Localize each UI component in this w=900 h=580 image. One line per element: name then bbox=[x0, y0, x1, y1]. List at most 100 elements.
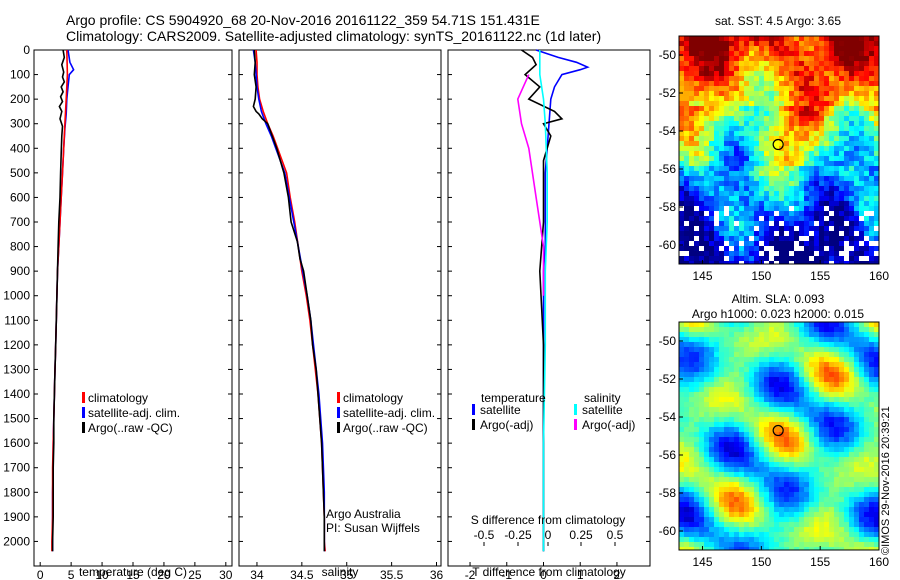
temperature-series-2 bbox=[51, 49, 66, 552]
temperature-xlabel: temperature (deg C) bbox=[79, 565, 187, 579]
temperature-xtick-label: 30 bbox=[219, 568, 233, 580]
salinity-diff-tick-label: -0.5 bbox=[474, 528, 495, 542]
depth-tick-label: 800 bbox=[10, 240, 30, 254]
sla-map-frame bbox=[678, 321, 880, 551]
sla-map-ytick-label: -60 bbox=[659, 524, 677, 538]
temperature-xtick-label: 20 bbox=[157, 568, 171, 580]
depth-tick-label: 1800 bbox=[3, 485, 30, 499]
temperature-xtick-label: 25 bbox=[188, 568, 202, 580]
difference-xlabel: T difference from climatology bbox=[472, 565, 626, 579]
sst-map-xtick-label: 155 bbox=[810, 269, 830, 283]
difference-series-3 bbox=[516, 74, 545, 296]
salinity-legend-label: satellite-adj. clim. bbox=[343, 406, 435, 420]
sla-map-ytick-label: -58 bbox=[659, 486, 677, 500]
depth-tick-label: 1600 bbox=[3, 436, 30, 450]
difference-xtick-label: 0 bbox=[540, 568, 547, 580]
sst-map-argo-marker bbox=[772, 138, 784, 151]
sal-legend-swatch bbox=[574, 419, 577, 430]
salinity-diff-tick-label: -0.25 bbox=[504, 528, 532, 542]
temperature-legend-label: Argo(..raw -QC) bbox=[88, 421, 173, 435]
sla-map-argo-marker bbox=[772, 424, 784, 437]
sla-map-ytick-label: -52 bbox=[659, 372, 677, 386]
sla-map-subtitle: Argo h1000: 0.023 h2000: 0.015 bbox=[692, 307, 864, 321]
depth-tick-label: 1000 bbox=[3, 289, 30, 303]
salinity-xtick-label: 36 bbox=[430, 568, 444, 580]
sla-map-ytick-label: -54 bbox=[659, 410, 677, 424]
argo-australia-label: Argo Australia bbox=[326, 507, 401, 521]
salinity-diff-tick-label: 0.5 bbox=[607, 528, 624, 542]
depth-tick-label: 1700 bbox=[3, 461, 30, 475]
temperature-xtick-label: 5 bbox=[68, 568, 75, 580]
figure-title-line2: Climatology: CARS2009. Satellite-adjuste… bbox=[66, 28, 602, 44]
sla-map-xtick-label: 155 bbox=[810, 555, 830, 569]
difference-xtick-label: 1 bbox=[577, 568, 584, 580]
salinity-xtick-label: 34 bbox=[250, 568, 264, 580]
sst-map-field bbox=[679, 36, 879, 264]
temp-legend-swatch bbox=[472, 404, 475, 415]
sst-map-ytick-label: -54 bbox=[659, 124, 677, 138]
sst-map-ytick-label: -52 bbox=[659, 86, 677, 100]
temp-legend-label: satellite bbox=[480, 403, 521, 417]
depth-tick-label: 300 bbox=[10, 117, 30, 131]
difference-xtick-label: 2 bbox=[614, 568, 621, 580]
temp-legend-label: Argo(-adj) bbox=[480, 418, 533, 432]
difference-series-1 bbox=[521, 49, 564, 552]
salinity-series-2 bbox=[252, 49, 326, 552]
sla-map-title: Altim. SLA: 0.093 bbox=[732, 292, 825, 306]
temperature-xtick-label: 15 bbox=[126, 568, 140, 580]
depth-tick-label: 1300 bbox=[3, 362, 30, 376]
salinity-legend-swatch bbox=[337, 392, 340, 403]
sst-map-xtick-label: 150 bbox=[751, 269, 771, 283]
temperature-legend-label: satellite-adj. clim. bbox=[88, 406, 180, 420]
salinity-xtick-label: 34.5 bbox=[290, 568, 314, 580]
depth-tick-label: 600 bbox=[10, 190, 30, 204]
salinity-diff-axis-label: S difference from climatology bbox=[471, 513, 626, 527]
depth-tick-label: 100 bbox=[10, 68, 30, 82]
sst-map-ytick-label: -60 bbox=[659, 238, 677, 252]
sal-legend-label: Argo(-adj) bbox=[582, 418, 635, 432]
temperature-plot-frame bbox=[33, 49, 233, 567]
salinity-diff-tick-label: 0.25 bbox=[569, 528, 593, 542]
depth-tick-label: 200 bbox=[10, 92, 30, 106]
pi-label: PI: Susan Wijffels bbox=[326, 521, 420, 535]
depth-tick-label: 1200 bbox=[3, 338, 30, 352]
salinity-legend-swatch bbox=[337, 422, 340, 433]
difference-series-2 bbox=[538, 50, 549, 552]
salinity-diff-tick-label: 0 bbox=[545, 528, 552, 542]
sst-map-frame bbox=[678, 35, 880, 265]
salinity-legend-label: climatology bbox=[343, 391, 403, 405]
depth-tick-label: 400 bbox=[10, 141, 30, 155]
depth-tick-label: 0 bbox=[23, 43, 30, 57]
sst-map-xtick-label: 145 bbox=[693, 269, 713, 283]
sst-map-ytick-label: -50 bbox=[659, 48, 677, 62]
depth-tick-label: 700 bbox=[10, 215, 30, 229]
salinity-xlabel: salinity bbox=[322, 565, 359, 579]
sal-legend-swatch bbox=[574, 404, 577, 415]
sla-map-xtick-label: 150 bbox=[751, 555, 771, 569]
temperature-legend-swatch bbox=[82, 392, 85, 403]
depth-tick-label: 900 bbox=[10, 264, 30, 278]
figure-title-line1: Argo profile: CS 5904920_68 20-Nov-2016 … bbox=[66, 12, 540, 28]
sla-map-xtick-label: 160 bbox=[869, 555, 889, 569]
depth-tick-label: 1400 bbox=[3, 387, 30, 401]
temperature-legend-swatch bbox=[82, 407, 85, 418]
temp-legend-swatch bbox=[472, 419, 475, 430]
imos-credit: ©IMOS 29-Nov-2016 20:39:21 bbox=[880, 406, 892, 555]
difference-plot-frame bbox=[447, 49, 651, 567]
depth-tick-label: 500 bbox=[10, 166, 30, 180]
sal-legend-title: salinity bbox=[584, 391, 621, 405]
sla-map-xtick-label: 145 bbox=[693, 555, 713, 569]
temperature-legend-swatch bbox=[82, 422, 85, 433]
sal-legend-label: satellite bbox=[582, 403, 623, 417]
salinity-xtick-label: 35 bbox=[340, 568, 354, 580]
temperature-legend-label: climatology bbox=[88, 391, 148, 405]
temp-legend-title: temperature bbox=[481, 391, 546, 405]
difference-xtick-label: -2 bbox=[465, 568, 476, 580]
depth-tick-label: 1500 bbox=[3, 412, 30, 426]
sst-map-title: sat. SST: 4.5 Argo: 3.65 bbox=[715, 14, 841, 28]
sla-map-ytick-label: -50 bbox=[659, 334, 677, 348]
salinity-legend-swatch bbox=[337, 407, 340, 418]
sst-map-ytick-label: -56 bbox=[659, 162, 677, 176]
temperature-xtick-label: 10 bbox=[95, 568, 109, 580]
